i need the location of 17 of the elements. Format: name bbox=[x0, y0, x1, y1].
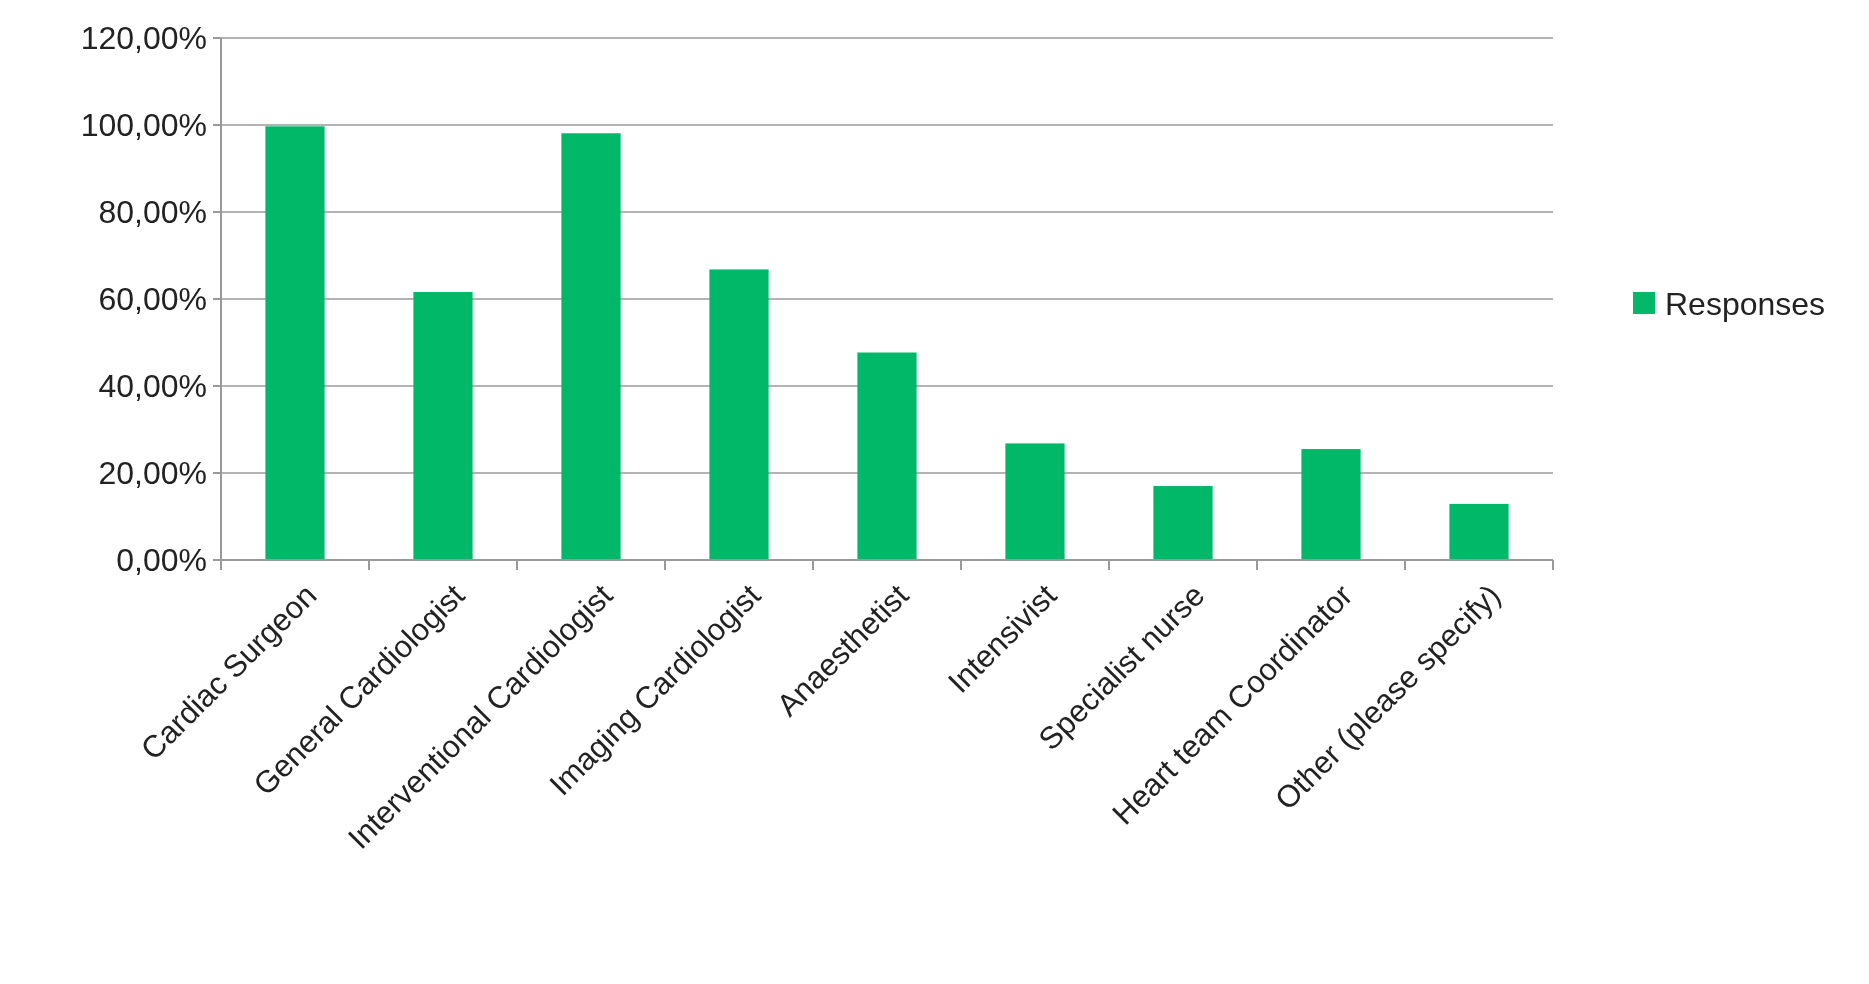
bar bbox=[1005, 443, 1065, 560]
bar bbox=[1153, 486, 1213, 560]
bar bbox=[1301, 449, 1361, 560]
bar bbox=[265, 126, 325, 560]
y-tick-label: 20,00% bbox=[98, 455, 207, 492]
bar bbox=[857, 352, 917, 560]
y-tick-label: 100,00% bbox=[80, 107, 207, 144]
y-tick-label: 60,00% bbox=[98, 281, 207, 318]
bar bbox=[561, 133, 621, 560]
legend-label: Responses bbox=[1665, 286, 1826, 323]
y-tick-label: 40,00% bbox=[98, 368, 207, 405]
bar bbox=[709, 269, 769, 560]
bar bbox=[413, 292, 473, 560]
bar bbox=[1449, 503, 1509, 560]
y-tick-label: 0,00% bbox=[116, 542, 207, 579]
y-tick-label: 120,00% bbox=[80, 20, 207, 57]
y-tick-label: 80,00% bbox=[98, 194, 207, 231]
